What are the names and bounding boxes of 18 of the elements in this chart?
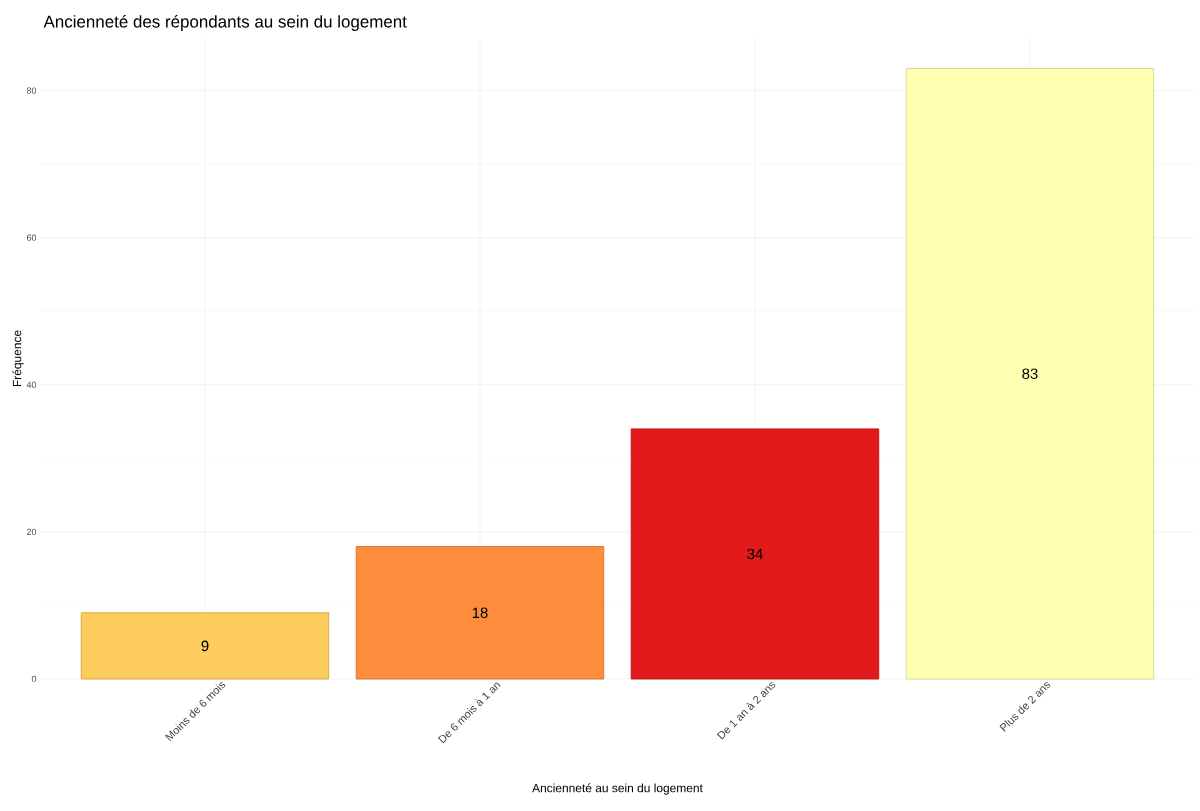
y-tick-label: 80: [26, 87, 37, 94]
y-tick-label: 0: [31, 675, 37, 683]
x-tick-label: Plus de 2 ans: [999, 682, 1051, 732]
bar: [905, 68, 1155, 680]
bar: [355, 546, 605, 680]
chart-title: Ancienneté des répondants au sein du logement: [43, 15, 407, 31]
data-label: 34: [747, 548, 763, 560]
bar: [630, 428, 880, 680]
data-label: 9: [201, 640, 209, 652]
y-tick-label: 60: [26, 234, 37, 241]
x-tick-label: De 1 an à 2 ans: [716, 682, 776, 740]
bar: [80, 612, 330, 680]
x-axis-title: Ancienneté au sein du logement: [532, 783, 703, 795]
data-label: 83: [1022, 368, 1038, 380]
y-tick-label: 20: [26, 528, 37, 536]
y-tick-label: 40: [26, 381, 37, 388]
data-label: 18: [472, 607, 488, 619]
y-axis-title: Fréquence: [12, 330, 24, 387]
